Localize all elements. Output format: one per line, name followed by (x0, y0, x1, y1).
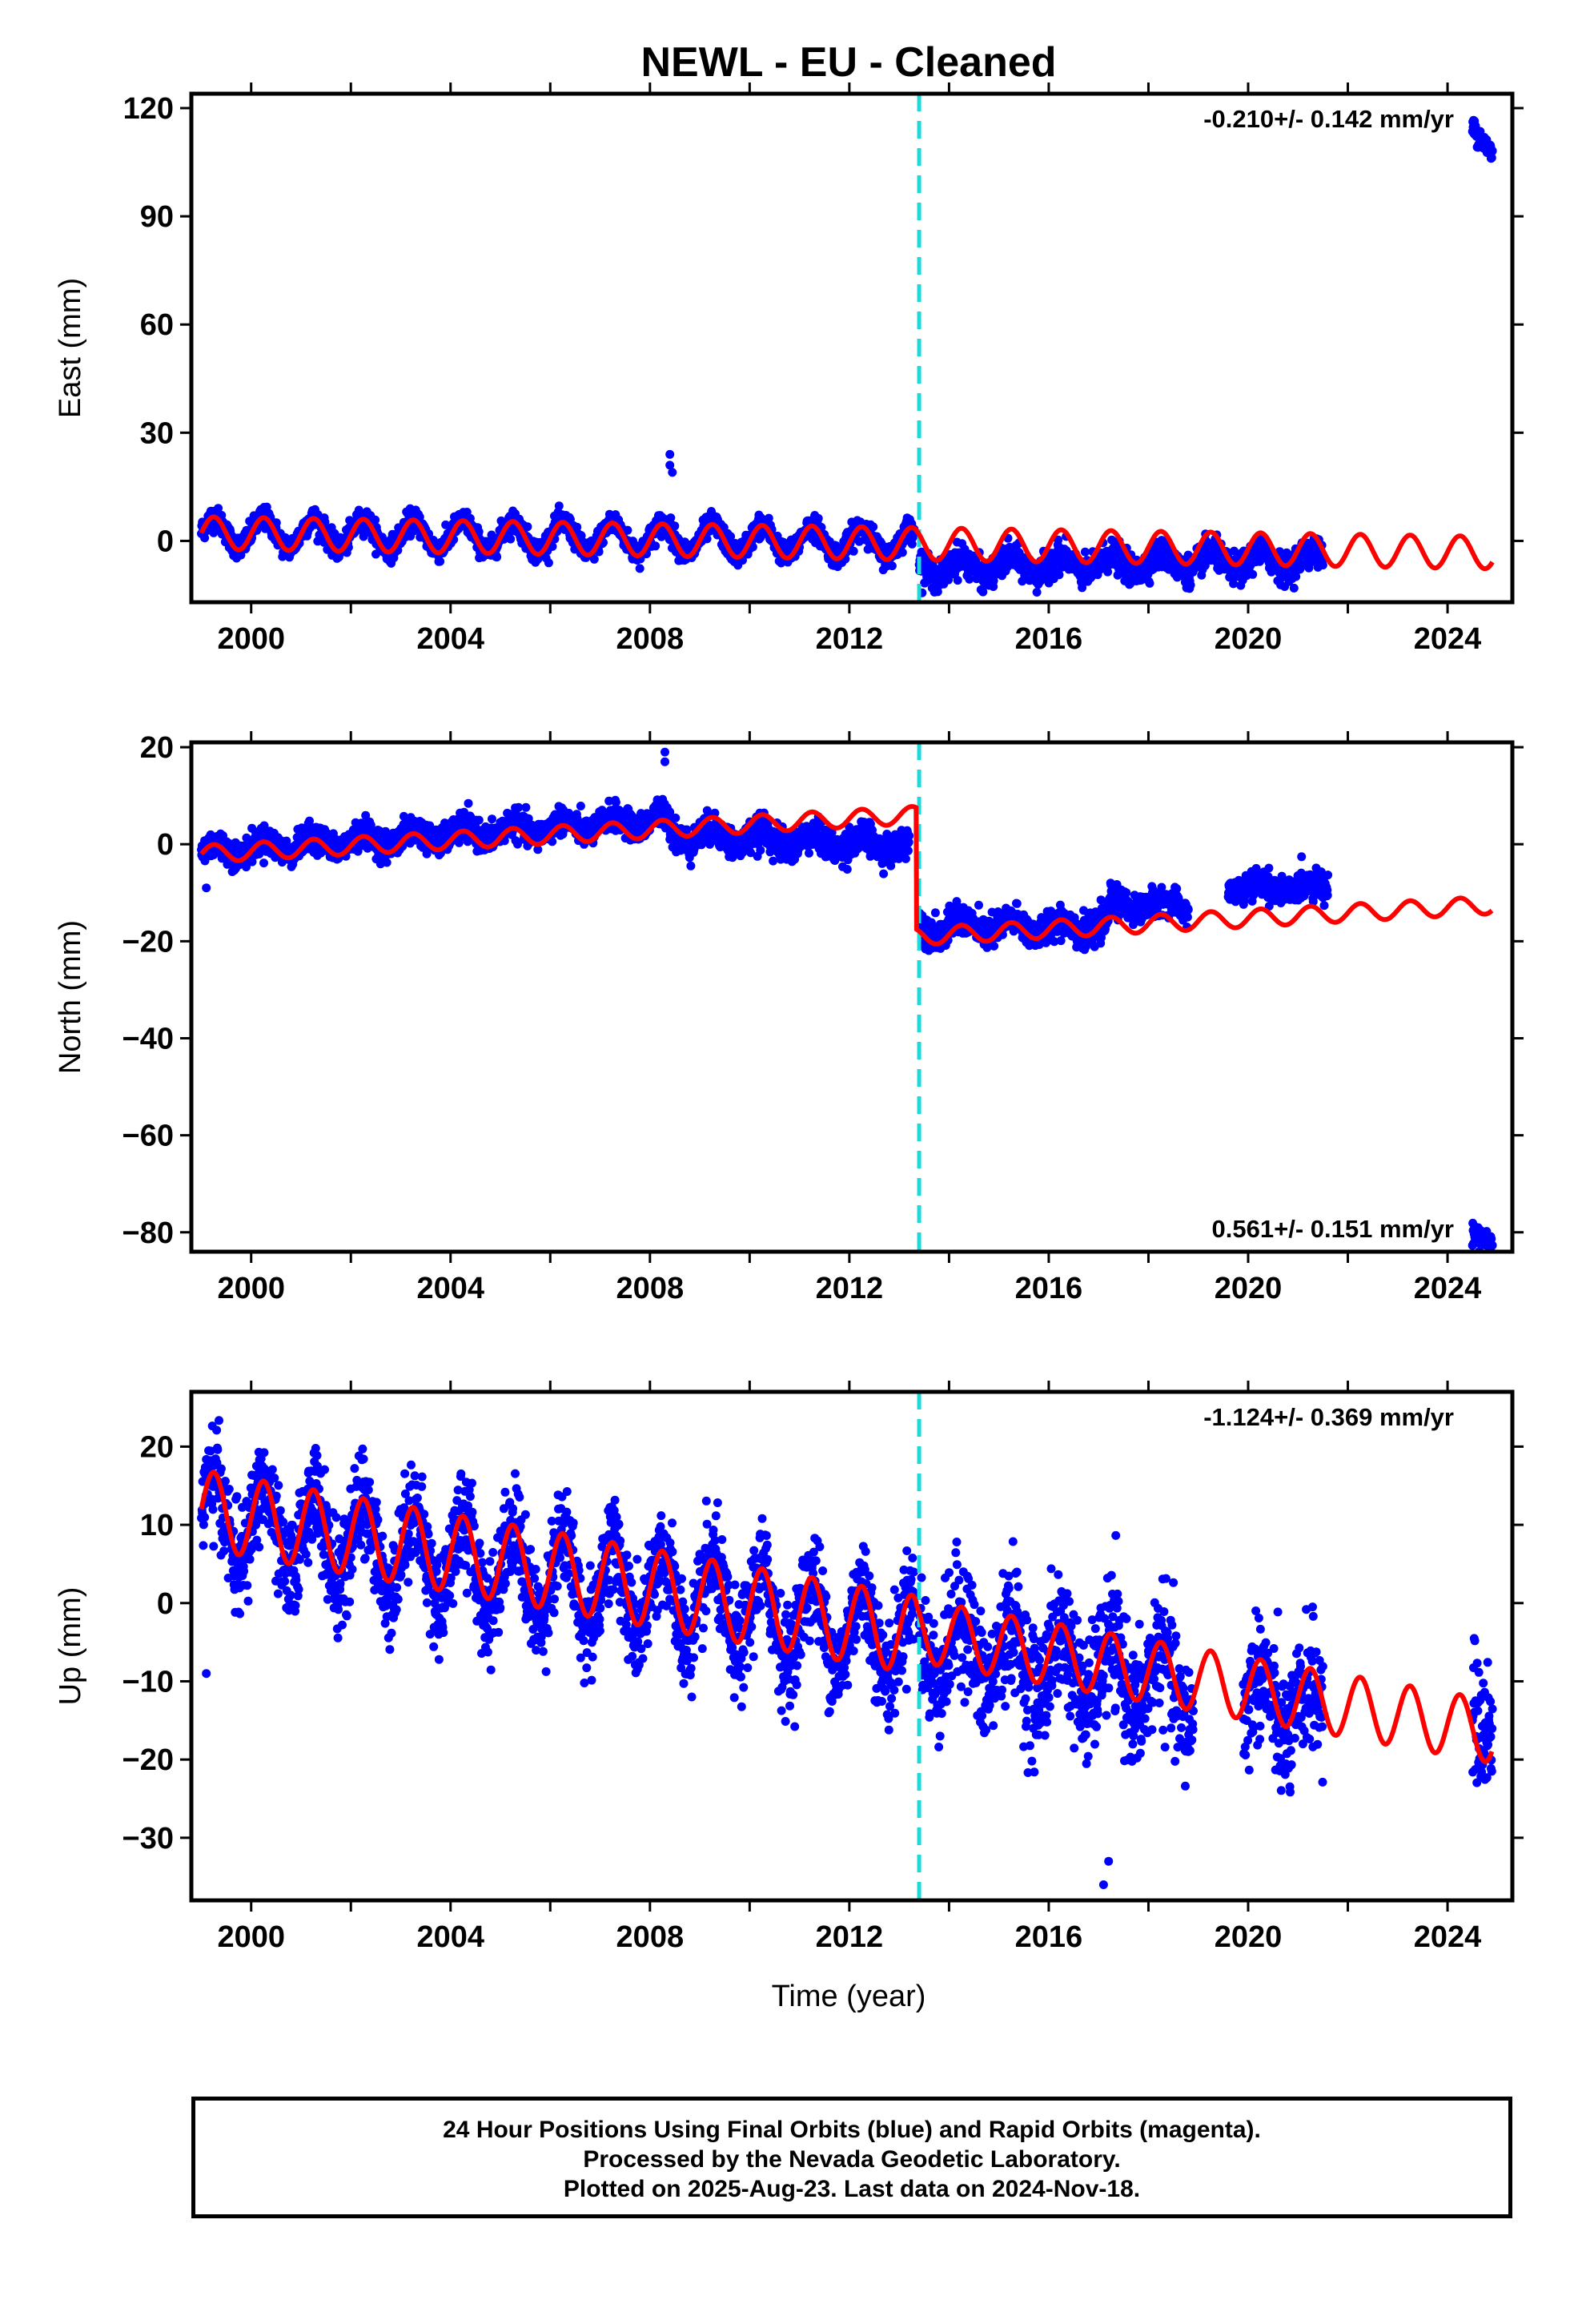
data-point (382, 858, 391, 867)
data-point (1488, 146, 1497, 155)
x-tick-label: 2016 (1015, 622, 1083, 656)
data-point (544, 558, 553, 568)
data-point (1032, 588, 1042, 597)
data-point (764, 513, 773, 523)
data-point (1289, 583, 1299, 593)
data-point (464, 798, 473, 808)
data-point (259, 821, 269, 830)
data-point (748, 542, 757, 552)
panel-1: 0 30 60 90 120 2000 2004 2008 2012 2016 2020 2024 Ea… (54, 82, 1524, 656)
data-point (869, 522, 878, 532)
data-point (371, 515, 380, 525)
y-tick-label: 0 (157, 525, 174, 558)
data-point (554, 501, 564, 511)
data-point (548, 837, 557, 846)
observations (197, 115, 1497, 597)
data-point (702, 534, 712, 544)
data-point (361, 810, 371, 820)
data-point (726, 532, 736, 541)
data-point (514, 802, 524, 812)
data-point (236, 550, 246, 560)
data-point (521, 802, 531, 812)
data-point (623, 525, 632, 535)
data-point (670, 521, 680, 531)
data-point (965, 574, 974, 584)
data-point (259, 858, 268, 868)
data-point (1186, 581, 1195, 589)
model-curve (199, 514, 1495, 572)
data-point (242, 862, 251, 872)
data-point (897, 548, 907, 557)
outlier-point (665, 460, 675, 470)
x-tick-label: 2012 (816, 622, 884, 656)
data-point (813, 513, 823, 523)
plot-area (197, 94, 1497, 602)
data-point (1054, 535, 1063, 545)
data-point (441, 520, 451, 529)
chart-title: NEWL - EU - Cleaned (640, 39, 1056, 86)
data-point (200, 856, 210, 866)
data-point (665, 807, 675, 817)
data-point (576, 531, 586, 541)
data-point (399, 811, 408, 821)
data-point (436, 557, 445, 566)
data-point (651, 541, 661, 551)
outlier-point (668, 468, 677, 477)
data-point (635, 564, 644, 573)
data-point (200, 533, 210, 543)
data-point (214, 504, 223, 513)
data-point (271, 518, 281, 528)
data-point (589, 554, 599, 564)
data-point (513, 839, 522, 849)
data-point (1054, 570, 1064, 580)
data-point (488, 814, 496, 824)
data-point (671, 813, 681, 822)
rate-label: -0.210+/- 0.142 mm/yr (1203, 105, 1454, 133)
data-point (978, 587, 988, 597)
x-tick-label: 2008 (616, 622, 685, 656)
data-point (353, 846, 363, 856)
data-point (1318, 561, 1327, 570)
data-point (686, 861, 696, 870)
data-point (523, 522, 532, 532)
data-point (548, 541, 557, 551)
data-point (849, 546, 858, 556)
data-point (506, 534, 516, 544)
y-tick-label: 30 (140, 416, 174, 450)
data-point (474, 527, 484, 537)
data-point (1248, 569, 1258, 579)
data-point (611, 798, 620, 807)
data-point (1487, 153, 1496, 163)
data-point (474, 815, 484, 825)
plot-area (197, 742, 1497, 1252)
y-tick-label: 60 (140, 308, 174, 342)
data-point (682, 825, 692, 834)
data-point (1078, 583, 1087, 593)
x-tick-label: 2020 (1215, 622, 1283, 656)
data-point (1080, 547, 1090, 557)
data-point (524, 814, 533, 823)
data-point (247, 857, 257, 866)
data-point (1229, 579, 1239, 589)
data-point (492, 553, 502, 562)
panels: 0 30 60 90 120 2000 2004 2008 2012 2016 2020 2024 Ea… (54, 82, 1524, 1954)
data-point (533, 845, 543, 854)
panel-frame (189, 91, 1515, 605)
data-point (1103, 567, 1113, 577)
y-tick-label: 120 (123, 92, 174, 126)
y-tick-label: 90 (140, 200, 174, 234)
data-point (887, 561, 897, 571)
data-point (953, 576, 962, 585)
data-point (666, 513, 676, 523)
x-tick-label: 2024 (1414, 622, 1482, 656)
x-tick-label: 2004 (417, 622, 485, 656)
x-tick-label: 2000 (217, 622, 285, 656)
outlier-point (665, 449, 675, 459)
y-axis-label: East (mm) (54, 278, 87, 418)
data-point (1145, 578, 1154, 588)
data-point (576, 802, 585, 810)
data-point (933, 587, 942, 597)
